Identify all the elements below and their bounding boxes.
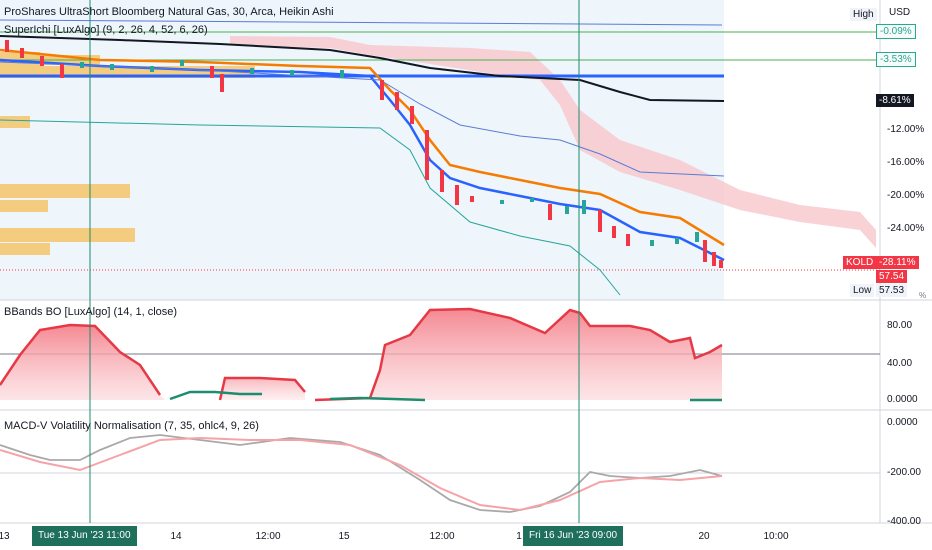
bb-tick-1: 80.00 <box>887 320 913 331</box>
percent-scale-toggle[interactable]: % <box>919 291 927 300</box>
price-tag-c: -8.61% <box>876 94 914 107</box>
price-tag-a: -0.09% <box>876 24 916 39</box>
crosshair-time-right: Fri 16 Jun '23 09:00 <box>523 526 624 546</box>
symbol-change-tag: -28.11% <box>876 256 919 269</box>
time-label-3: 12:00 <box>255 531 281 542</box>
price-tick-3: -20.00% <box>887 190 925 201</box>
bb-area-right <box>370 309 722 400</box>
bb-red-line <box>0 307 723 402</box>
price-tick-2: -16.00% <box>887 157 925 168</box>
price-tag-b: -3.53% <box>876 52 916 67</box>
upper-band-line <box>0 19 723 26</box>
macd-line <box>0 434 723 513</box>
low-label: Low <box>850 284 875 297</box>
last-price-tag: 57.54 <box>876 270 908 283</box>
high-label: High <box>850 8 877 21</box>
time-label-7: 20 <box>698 531 710 542</box>
crosshair-time-left: Tue 13 Jun '23 11:00 <box>32 526 137 546</box>
time-label-5: 12:00 <box>429 531 455 542</box>
macd-tick-2: -200.00 <box>887 467 921 478</box>
time-label-8: 10:00 <box>763 531 789 542</box>
bb-area-left <box>0 325 165 400</box>
orange-line <box>0 48 725 247</box>
time-label-4: 15 <box>338 531 350 542</box>
bb-tick-2: 40.00 <box>887 358 913 369</box>
bb-green-line <box>169 390 722 402</box>
black-trend-line <box>0 35 725 102</box>
symbol-tag: KOLD <box>843 256 877 269</box>
thin-green-line <box>0 119 621 296</box>
time-label-2: 14 <box>170 531 182 542</box>
time-label-1: 13 <box>0 531 10 542</box>
price-tick-1: -12.00% <box>887 124 925 135</box>
ichimoku-cloud <box>230 36 876 248</box>
price-tick-4: -24.00% <box>887 223 925 234</box>
indicator-macdv-label[interactable]: MACD-V Volatility Normalisation (7, 35, … <box>4 420 259 432</box>
time-label-6: 1 <box>516 531 522 542</box>
signal-line <box>0 436 723 512</box>
candles <box>5 40 723 268</box>
indicator-superichi-label[interactable]: SuperIchi [LuxAlgo] (9, 2, 26, 4, 52, 6,… <box>4 24 208 36</box>
bb-area-mid <box>220 378 305 400</box>
low-value: 57.53 <box>876 284 908 297</box>
chart-title: ProShares UltraShort Bloomberg Natural G… <box>4 6 334 18</box>
indicator-bbands-label[interactable]: BBands BO [LuxAlgo] (14, 1, close) <box>4 306 178 318</box>
bb-tick-3: 0.0000 <box>887 394 918 405</box>
macd-tick-3: -400.00 <box>887 516 921 527</box>
currency-label[interactable]: USD <box>889 7 911 18</box>
macd-tick-1: 0.0000 <box>887 417 918 428</box>
